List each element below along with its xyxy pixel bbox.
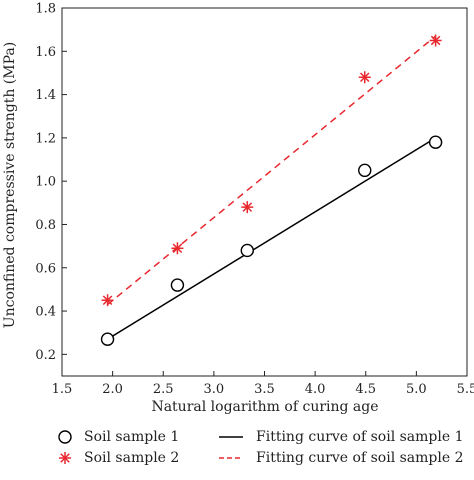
series-1-point (358, 163, 372, 178)
y-axis-title: Unconfined compressive strength (MPa) (2, 42, 18, 328)
y-tick-label: 0.8 (35, 218, 56, 233)
plot-frame (61, 7, 468, 377)
x-tick-label: 2.5 (153, 382, 174, 397)
x-tick-label: 4.0 (305, 382, 326, 397)
x-tick-label: 1.5 (52, 382, 73, 397)
fitting-lines (107, 35, 437, 340)
asterisk-stroke (172, 243, 183, 254)
series-2-point (241, 201, 254, 214)
x-axis-title: Natural logarithm of curing age (151, 399, 378, 415)
y-tick-label: 0.4 (35, 305, 56, 320)
legend-label-sample-2: Soil sample 2 (84, 450, 179, 466)
fit-line-1 (107, 137, 437, 340)
asterisk-stroke (242, 202, 253, 212)
series-2-point (429, 34, 442, 47)
x-tick-label: 2.0 (102, 382, 123, 397)
y-tick-label: 1.2 (35, 131, 56, 146)
legend-label-fit-1: Fitting curve of soil sample 1 (256, 429, 464, 445)
y-tick-label: 1.4 (35, 88, 56, 103)
y-tick-label: 0.2 (35, 348, 56, 363)
x-tick-label: 3.0 (204, 382, 225, 397)
legend-label-fit-2: Fitting curve of soil sample 2 (256, 450, 464, 466)
axes: 1.5 2.0 2.5 3.0 3.5 4.0 4.5 5.0 5.5 0.2 0.4 0.6 0.8 1… (35, 2, 474, 398)
asterisk-stroke (430, 35, 441, 46)
asterisk-stroke (60, 453, 70, 463)
asterisk-stroke (102, 295, 113, 306)
series-2-point (358, 71, 371, 84)
y-tick-label: 1.6 (35, 45, 56, 60)
legend-marker-sample-1 (58, 430, 72, 444)
x-tick-label: 5.0 (406, 382, 427, 397)
fit-line-2 (107, 35, 437, 306)
y-tick-label: 1.8 (35, 2, 56, 17)
series-2-point (171, 242, 184, 255)
series-2-point (101, 294, 114, 307)
y-tick-label: 0.6 (35, 261, 56, 276)
data-points (100, 34, 443, 346)
series-1-point (428, 135, 443, 149)
legend-marker-sample-2 (59, 452, 71, 464)
series-1-point (170, 278, 185, 292)
legend: Soil sample 1 Soil sample 2 Fitting curve … (58, 429, 464, 466)
series-1-point (100, 332, 115, 346)
legend-label-sample-1: Soil sample 1 (84, 429, 179, 445)
asterisk-stroke (359, 72, 370, 83)
y-tick-label: 1.0 (35, 175, 56, 190)
x-tick-label: 4.5 (355, 382, 376, 397)
series-1-point (240, 243, 254, 258)
x-tick-label: 5.5 (457, 382, 474, 397)
x-tick-label: 3.5 (254, 382, 275, 397)
